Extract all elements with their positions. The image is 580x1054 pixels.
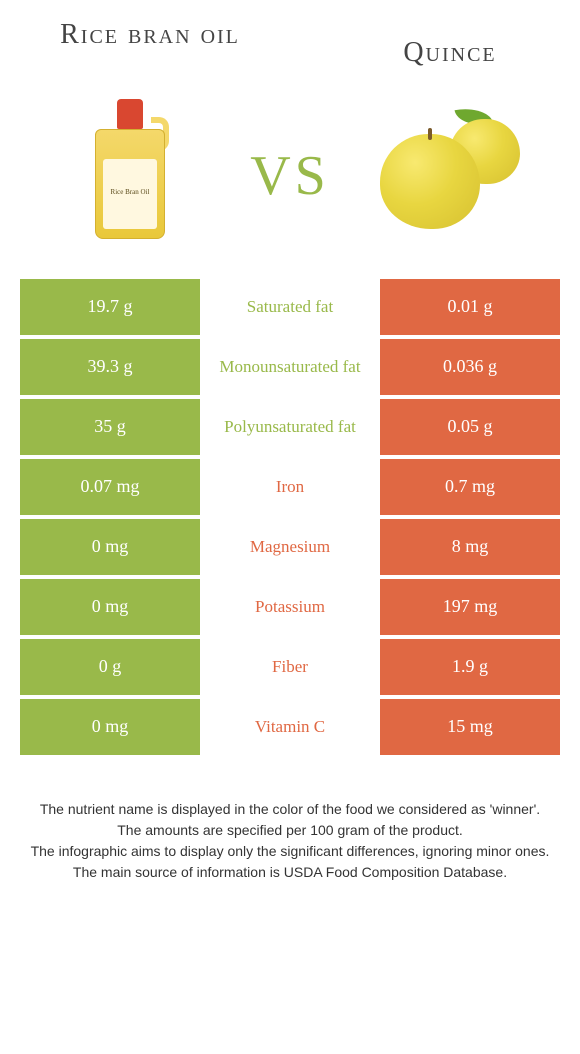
footer-line: The nutrient name is displayed in the co… [30, 799, 550, 820]
footer-line: The main source of information is USDA F… [30, 862, 550, 883]
left-value-cell: 0 g [20, 639, 200, 695]
footer-line: The amounts are specified per 100 gram o… [30, 820, 550, 841]
left-value-cell: 19.7 g [20, 279, 200, 335]
right-value-cell: 0.05 g [380, 399, 560, 455]
left-title: Rice bran oil [50, 20, 250, 51]
comparison-table: 19.7 gSaturated fat0.01 g39.3 gMonounsat… [20, 279, 560, 755]
table-row: 0.07 mgIron0.7 mg [20, 459, 560, 515]
table-row: 0 mgVitamin C15 mg [20, 699, 560, 755]
oil-bottle-icon: Rice Bran Oil [95, 99, 165, 239]
left-value-cell: 0 mg [20, 579, 200, 635]
nutrient-cell: Potassium [200, 579, 380, 635]
left-value-cell: 0.07 mg [20, 459, 200, 515]
right-value-cell: 15 mg [380, 699, 560, 755]
nutrient-cell: Polyunsaturated fat [200, 399, 380, 455]
left-value-cell: 0 mg [20, 699, 200, 755]
nutrient-cell: Fiber [200, 639, 380, 695]
left-value-cell: 39.3 g [20, 339, 200, 395]
right-image [370, 89, 530, 249]
table-row: 0 mgPotassium197 mg [20, 579, 560, 635]
bottle-label-text: Rice Bran Oil [103, 159, 157, 229]
nutrient-cell: Iron [200, 459, 380, 515]
nutrient-cell: Magnesium [200, 519, 380, 575]
left-value-cell: 35 g [20, 399, 200, 455]
header: Rice bran oil Quince [20, 20, 560, 79]
nutrient-cell: Vitamin C [200, 699, 380, 755]
nutrient-cell: Saturated fat [200, 279, 380, 335]
right-value-cell: 0.036 g [380, 339, 560, 395]
left-value-cell: 0 mg [20, 519, 200, 575]
table-row: 0 mgMagnesium8 mg [20, 519, 560, 575]
right-title: Quince [370, 20, 530, 69]
right-value-cell: 1.9 g [380, 639, 560, 695]
quince-icon [380, 109, 520, 229]
images-row: Rice Bran Oil vs [20, 79, 560, 279]
right-value-cell: 0.01 g [380, 279, 560, 335]
footer-line: The infographic aims to display only the… [30, 841, 550, 862]
table-row: 0 gFiber1.9 g [20, 639, 560, 695]
left-image: Rice Bran Oil [50, 89, 210, 249]
right-value-cell: 197 mg [380, 579, 560, 635]
right-value-cell: 8 mg [380, 519, 560, 575]
nutrient-cell: Monounsaturated fat [200, 339, 380, 395]
footer-notes: The nutrient name is displayed in the co… [20, 759, 560, 883]
right-value-cell: 0.7 mg [380, 459, 560, 515]
table-row: 35 gPolyunsaturated fat0.05 g [20, 399, 560, 455]
vs-text: vs [250, 123, 330, 214]
table-row: 39.3 gMonounsaturated fat0.036 g [20, 339, 560, 395]
table-row: 19.7 gSaturated fat0.01 g [20, 279, 560, 335]
